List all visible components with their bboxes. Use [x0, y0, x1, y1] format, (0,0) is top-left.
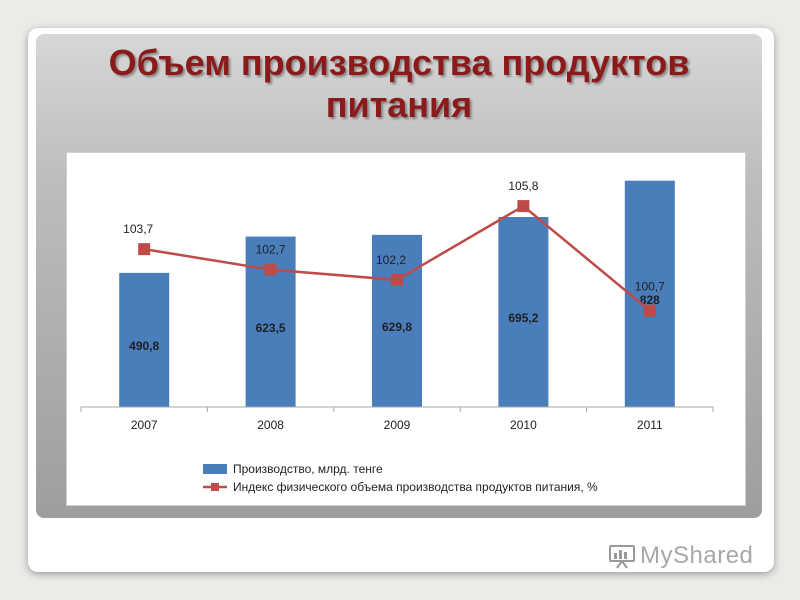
slide-panel: Объем производства продуктов питания 490… — [36, 34, 762, 518]
bar-label-2007: 490,8 — [129, 339, 159, 353]
legend-line-label: Индекс физического объема производства п… — [233, 480, 598, 494]
watermark: MyShared — [608, 542, 753, 570]
index-marker-2010 — [517, 200, 530, 213]
x-tick-label-2011: 2011 — [637, 418, 663, 432]
slide: Объем производства продуктов питания 490… — [28, 28, 774, 572]
bar-2010 — [498, 216, 549, 407]
bars-layer: 490,8 623,5 629,8 695,2 828 — [119, 180, 675, 407]
index-label-2011: 100,7 — [635, 280, 665, 294]
index-marker-2011 — [643, 304, 656, 317]
bar-2009 — [372, 234, 422, 407]
x-tick-label-2009: 2009 — [384, 418, 411, 432]
index-label-2008: 102,7 — [256, 243, 286, 257]
index-marker-2009 — [391, 273, 403, 286]
index-marker-2008 — [264, 263, 277, 276]
index-marker-2007 — [138, 243, 151, 256]
bar-label-2008: 623,5 — [256, 321, 286, 335]
bar-label-2011: 828 — [640, 293, 660, 307]
index-label-2007: 103,7 — [123, 222, 153, 236]
legend-line-marker — [211, 483, 219, 491]
slide-title-line-2: питания — [325, 84, 473, 125]
legend-bar-label: Производство, млрд. тенге — [233, 462, 383, 476]
x-tick-label-2008: 2008 — [257, 418, 284, 432]
slide-title: Объем производства продуктов питания — [36, 42, 762, 126]
legend: Производство, млрд. тенге Индекс физическ… — [203, 462, 598, 494]
line-layer: 103,7 102,7 102,2 105,8 100,7 — [123, 179, 665, 317]
x-tick-label-2007: 2007 — [131, 418, 158, 432]
myshared-logo-icon — [609, 545, 635, 569]
index-label-2009: 102,2 — [376, 253, 406, 267]
legend-bar-swatch — [203, 464, 227, 474]
watermark-text: MyShared — [640, 542, 754, 569]
slide-title-line-1: Объем производства продуктов — [108, 42, 690, 83]
index-label-2010: 105,8 — [508, 179, 538, 193]
chart-container: 490,8 623,5 629,8 695,2 828 103,7 102,7 102,2 1… — [66, 152, 746, 506]
bar-2007 — [119, 272, 170, 407]
x-tick-label-2010: 2010 — [510, 418, 537, 432]
bar-label-2009: 629,8 — [382, 320, 412, 334]
bar-label-2010: 695,2 — [508, 311, 538, 325]
bar-2011 — [624, 180, 675, 407]
x-axis: 2007 2008 2009 2010 2011 — [80, 406, 714, 432]
